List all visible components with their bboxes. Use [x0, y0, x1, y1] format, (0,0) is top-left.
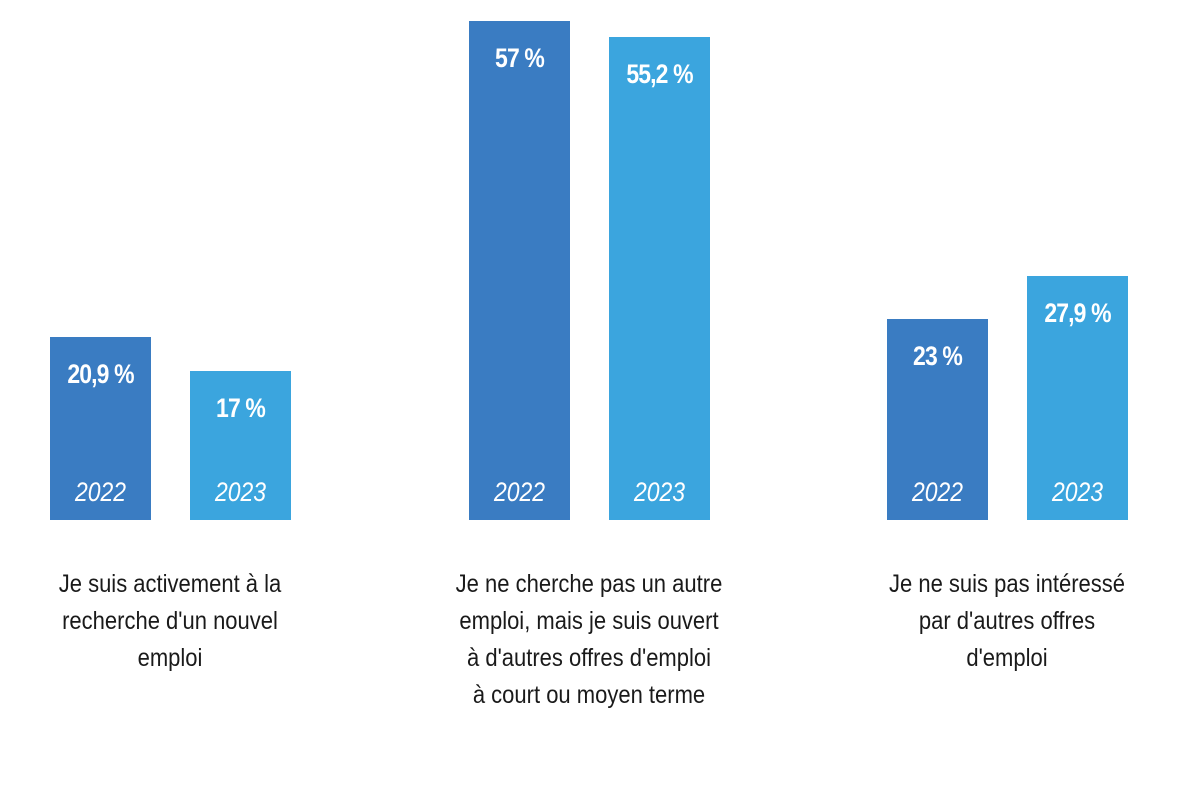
category-label-line: Je ne suis pas intéressé: [888, 570, 1126, 598]
category-label-line: recherche d'un nouvel: [62, 607, 278, 635]
category-label-line: emploi: [137, 644, 203, 672]
bar-2022: 23 % 2022: [887, 319, 988, 520]
category-label-line: Je ne cherche pas un autre: [455, 570, 723, 598]
series-year-label: 2022: [493, 477, 546, 507]
bar-2023: 17 % 2023: [190, 371, 291, 520]
series-year-label: 2023: [214, 477, 267, 507]
data-label: 57 %: [495, 43, 545, 73]
category-label: Je ne suis pas intéressé par d'autres off…: [857, 566, 1156, 677]
bar-2023: 55,2 % 2023: [609, 37, 710, 520]
series-year-label: 2022: [74, 477, 127, 507]
category-label-line: à court ou moyen terme: [472, 681, 706, 709]
data-label: 55,2 %: [626, 59, 693, 89]
data-label: 23 %: [913, 341, 963, 371]
data-label: 17 %: [216, 393, 266, 423]
category-label: Je ne cherche pas un autre emploi, mais j…: [439, 566, 738, 714]
bar-2022: 20,9 % 2022: [50, 337, 151, 520]
bar-2022: 57 % 2022: [469, 21, 570, 520]
category-label-line: à d'autres offres d'emploi: [466, 644, 712, 672]
category-label-line: d'emploi: [966, 644, 1048, 672]
category-label: Je suis activement à la recherche d'un no…: [20, 566, 319, 677]
data-label: 27,9 %: [1044, 298, 1111, 328]
data-label: 20,9 %: [67, 359, 134, 389]
category-label-line: par d'autres offres: [918, 607, 1096, 635]
bar-2023: 27,9 % 2023: [1027, 276, 1128, 520]
category-label-line: Je suis activement à la: [58, 570, 282, 598]
category-label-line: emploi, mais je suis ouvert: [459, 607, 719, 635]
series-year-label: 2023: [1051, 477, 1104, 507]
series-year-label: 2023: [633, 477, 686, 507]
series-year-label: 2022: [911, 477, 964, 507]
